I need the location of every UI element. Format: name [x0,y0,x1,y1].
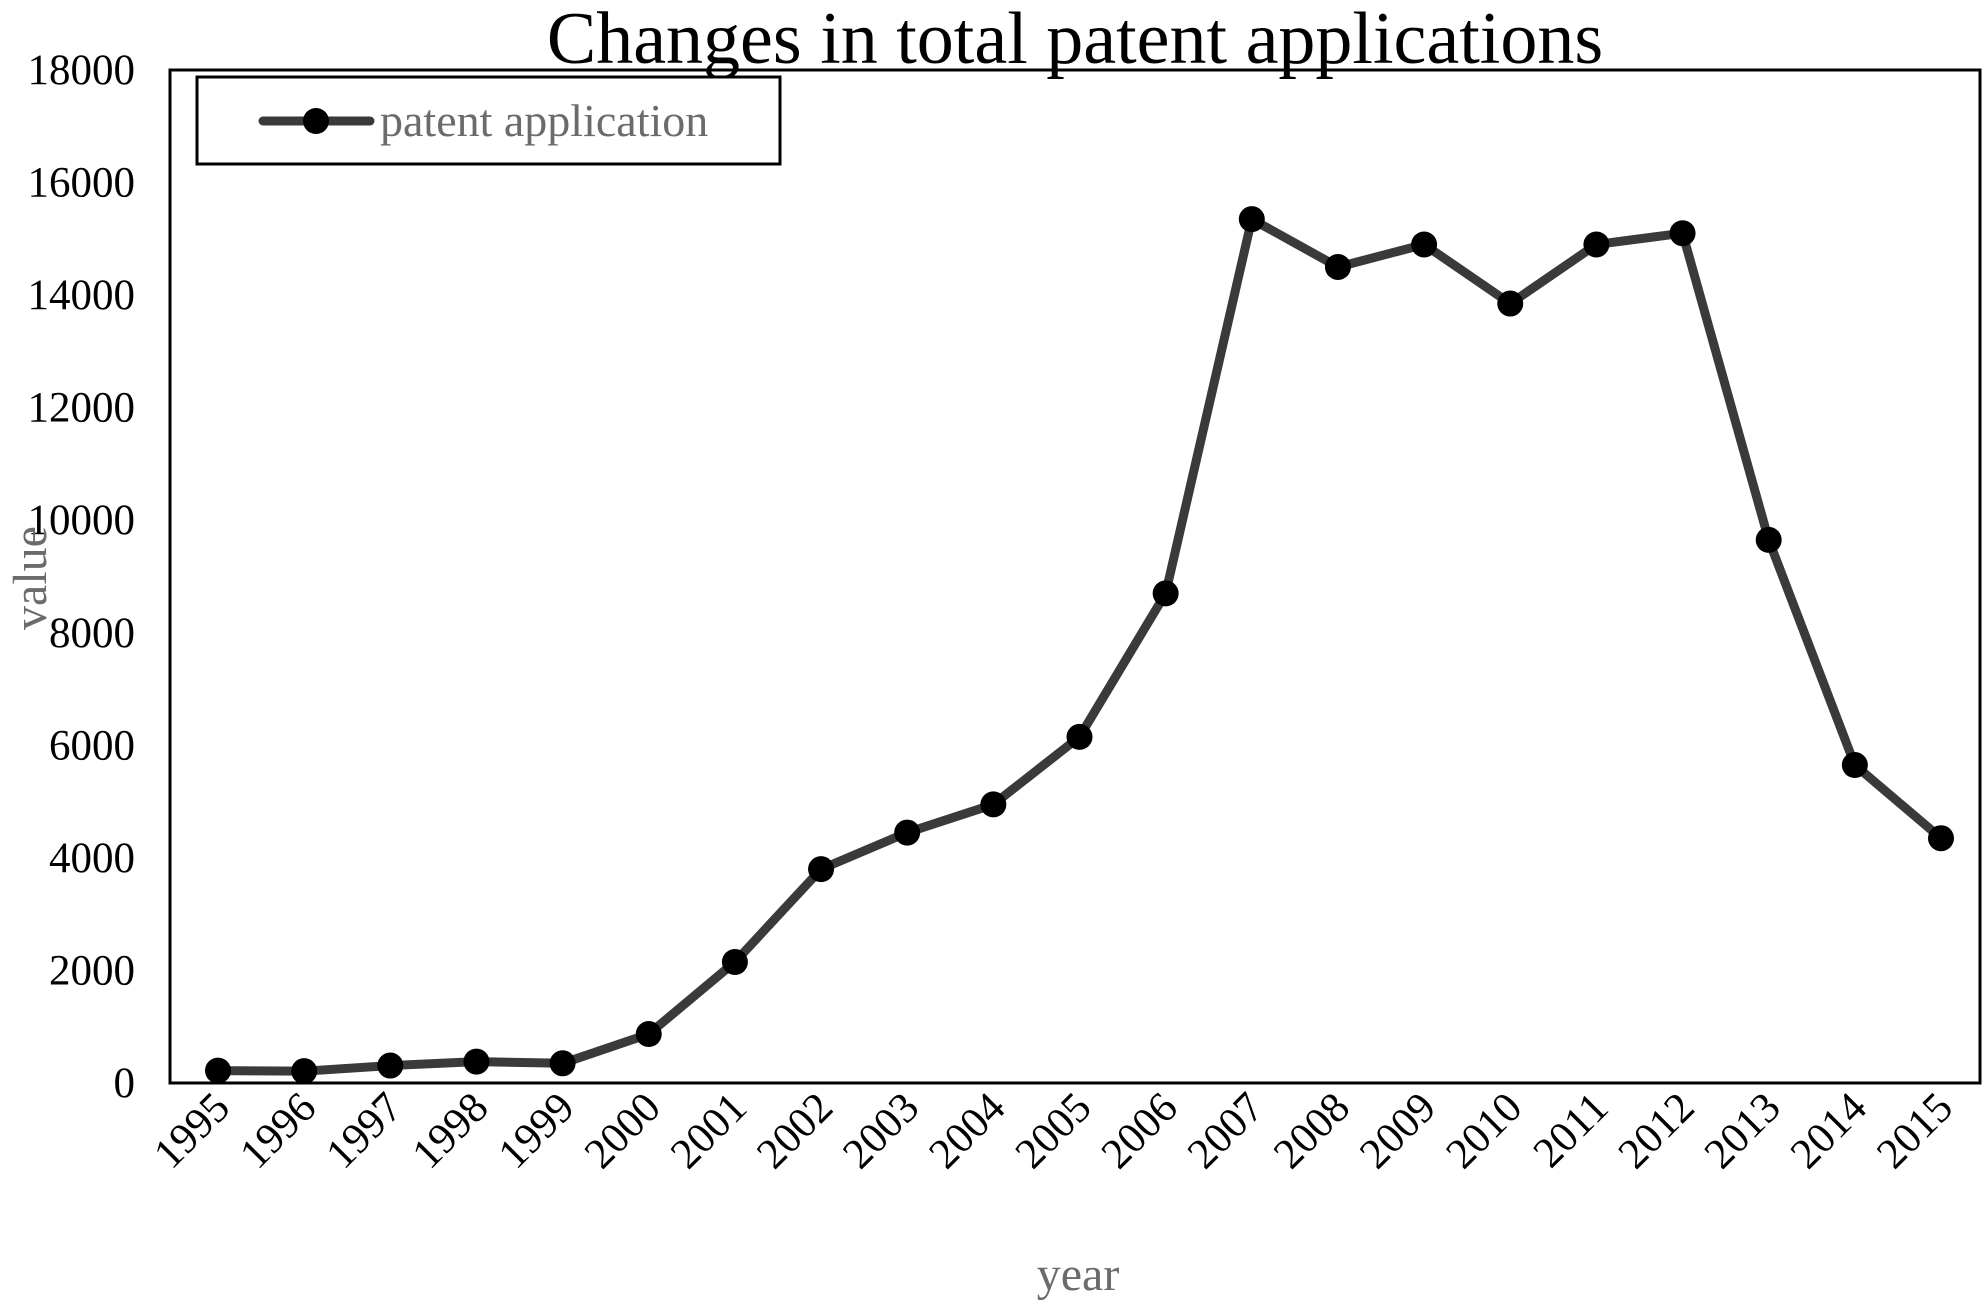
data-point [463,1048,490,1075]
x-tick-label: 2013 [1696,1084,1790,1178]
x-tick-label: 2010 [1437,1084,1531,1178]
chart-title: Changes in total patent applications [547,0,1603,80]
y-tick-label: 6000 [49,722,135,769]
y-tick-label: 2000 [49,947,135,994]
x-tick-label: 2004 [920,1084,1014,1178]
x-tick-label: 1998 [403,1084,497,1178]
x-tick-label: 2008 [1265,1084,1359,1178]
x-tick-label: 2015 [1868,1084,1962,1178]
x-axis-label: year [1037,1248,1120,1301]
series-layer [205,206,1954,1085]
y-axis-label: value [4,526,57,630]
x-tick-label: 2001 [662,1084,756,1178]
x-tick-label: 2000 [576,1084,670,1178]
data-point [1411,231,1438,258]
data-point [1669,220,1696,247]
data-point [808,856,835,883]
data-point [205,1057,231,1084]
data-point [1152,580,1179,607]
x-tick-label: 2011 [1525,1084,1618,1177]
data-point [377,1052,404,1079]
data-point [291,1058,318,1085]
x-tick-label: 2005 [1007,1084,1101,1178]
x-tick-label: 2007 [1179,1084,1273,1178]
y-tick-label: 0 [114,1060,136,1107]
legend-marker-swatch [303,108,329,134]
data-point [1841,752,1868,779]
data-point [980,791,1007,818]
x-axis-ticks: 1995199619971998199920002001200220032004… [145,1084,1962,1178]
x-tick-label: 2014 [1782,1084,1876,1178]
x-tick-label: 2002 [748,1084,842,1178]
legend-label: patent application [380,95,708,146]
plot-frame [168,68,1982,1085]
data-point [1324,253,1351,280]
y-tick-label: 10000 [28,497,136,544]
data-point [1583,231,1610,258]
series-line-patent-application [213,214,1946,1076]
x-tick-label: 1999 [490,1084,584,1178]
data-point [1066,723,1093,750]
data-point [549,1050,576,1077]
legend: patent application [195,75,782,166]
data-point [1755,526,1782,553]
x-tick-label: 2003 [834,1084,928,1178]
x-tick-label: 1995 [145,1084,239,1178]
data-point [1497,290,1524,317]
data-point [894,819,921,846]
y-tick-label: 12000 [28,385,136,432]
data-point [1238,206,1265,233]
x-tick-label: 1996 [231,1084,325,1178]
y-tick-label: 8000 [49,610,135,657]
y-axis-ticks: 0 2000 4000 6000 8000 10000 12000 14000 16000 180… [28,47,136,1107]
x-tick-label: 2009 [1351,1084,1445,1178]
data-point [1928,825,1954,852]
y-tick-label: 16000 [28,160,136,207]
x-tick-label: 2006 [1093,1084,1187,1178]
y-tick-label: 4000 [49,835,135,882]
data-point [635,1021,662,1048]
x-tick-label: 1997 [317,1084,411,1178]
y-tick-label: 14000 [28,272,136,319]
x-tick-label: 2012 [1610,1084,1704,1178]
y-tick-label: 18000 [28,47,136,94]
data-point [721,949,748,976]
